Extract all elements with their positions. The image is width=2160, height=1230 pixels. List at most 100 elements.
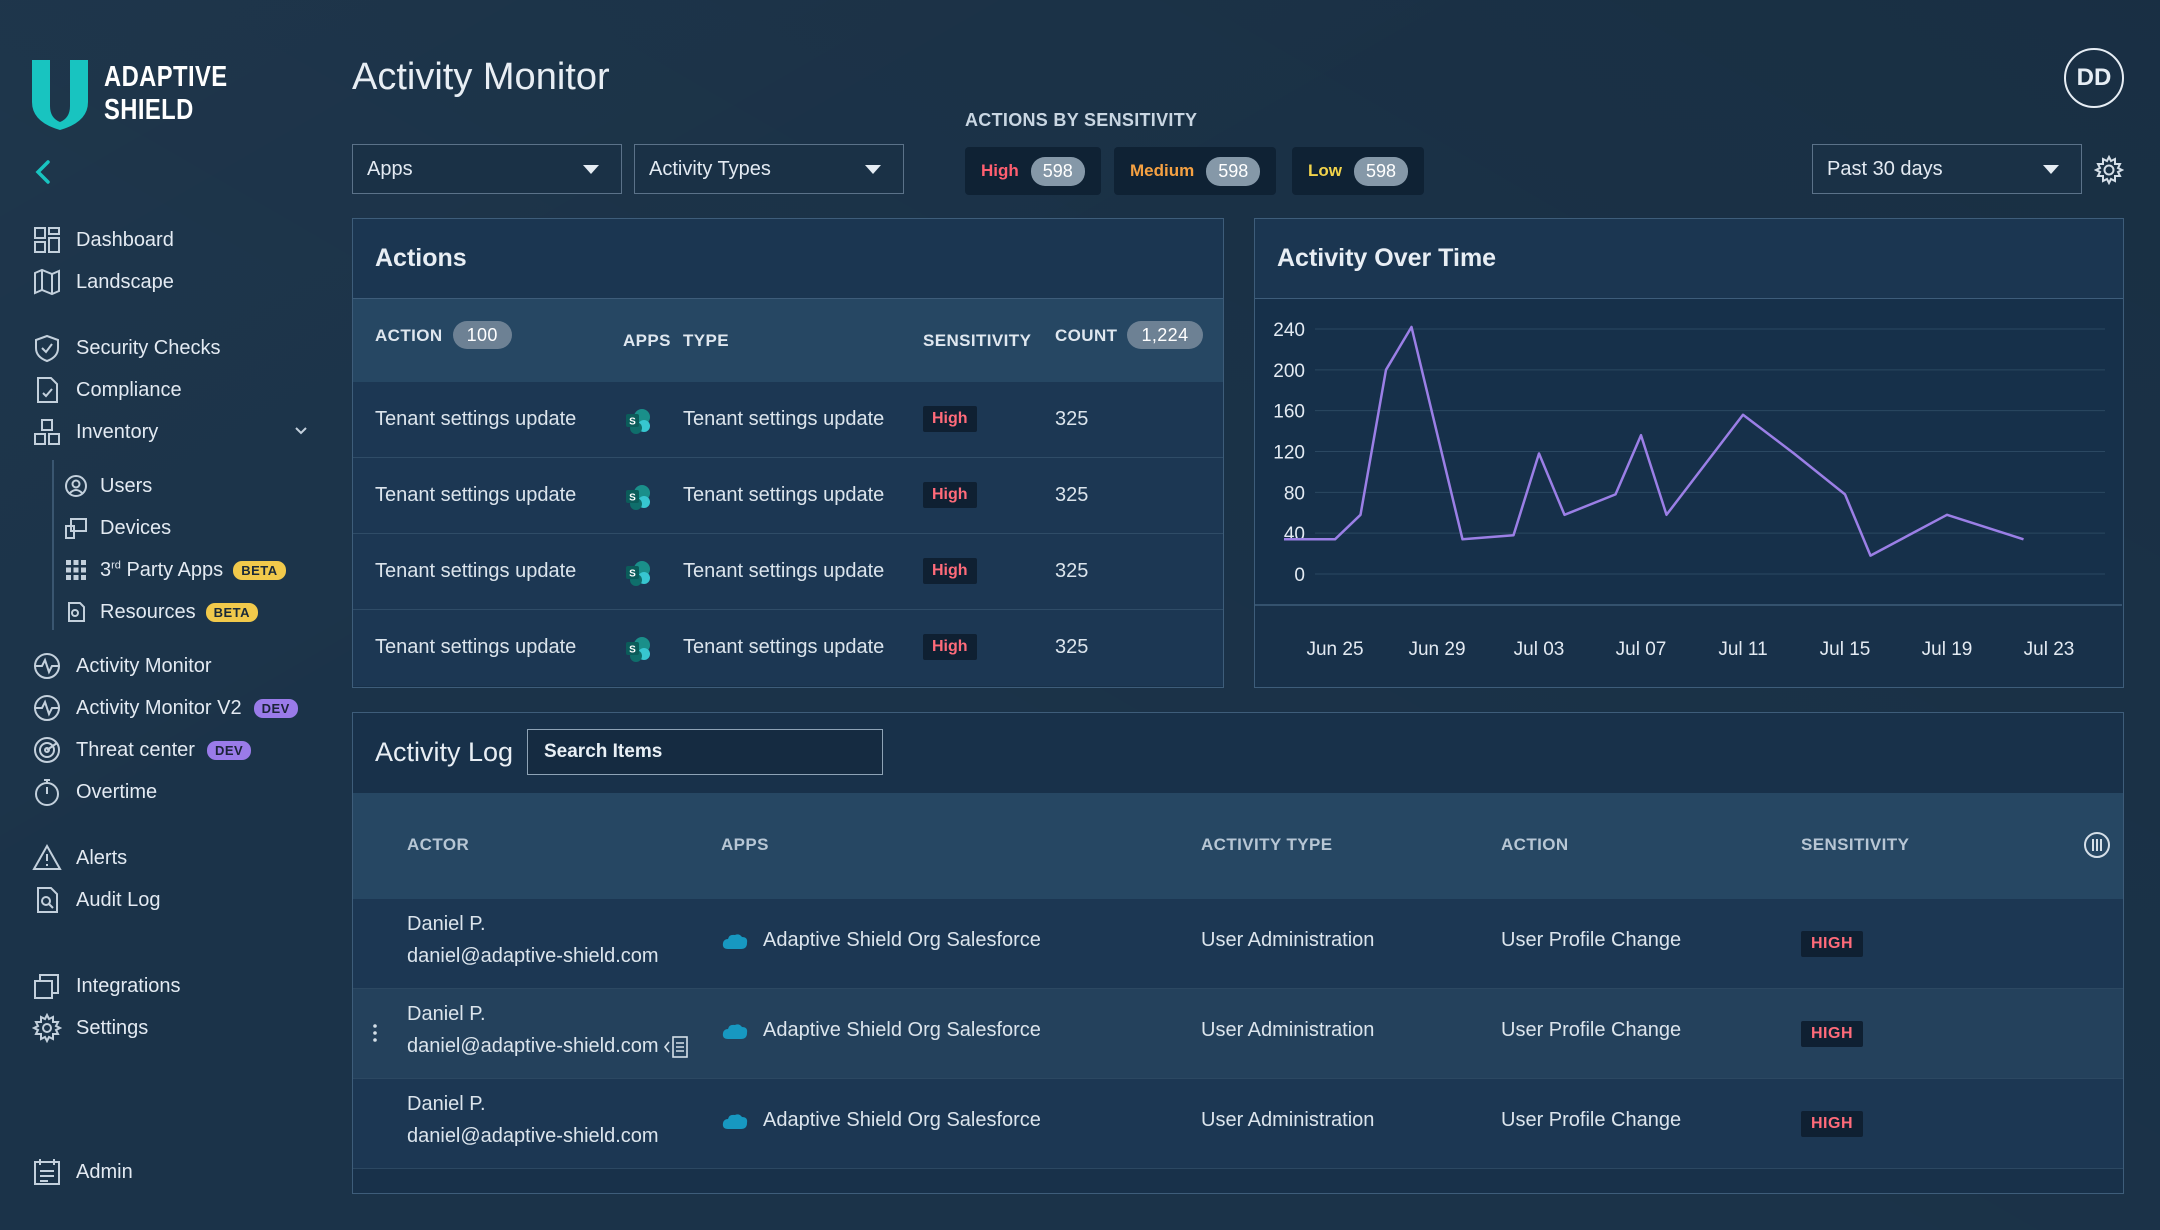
sidebar-item-inventory[interactable]: Inventory [32,412,158,452]
sidebar-item-label: Activity Monitor V2 [76,696,242,719]
sharepoint-icon: S [626,637,650,662]
table-row[interactable]: Daniel P. daniel@adaptive-shield.com Ada… [353,899,2123,989]
sidebar-item-label: Overtime [76,780,158,803]
table-row[interactable]: Tenant settings update S Tenant settings… [353,610,1223,686]
chevron-left-icon [35,160,50,184]
column-header-actor[interactable]: ACTOR [407,835,470,854]
activity-type-cell: User Administration [1201,929,1375,951]
x-tick-label: Jul 07 [1616,639,1667,660]
svg-text:S: S [629,645,636,656]
table-row[interactable]: Daniel P. daniel@adaptive-shield.com Ada… [353,989,2123,1079]
search-input[interactable] [527,729,883,775]
x-tick-label: Jun 29 [1408,639,1465,660]
table-row[interactable]: Tenant settings update S Tenant settings… [353,534,1223,610]
shield-check-icon [32,333,62,363]
x-tick-label: Jul 23 [2024,639,2075,660]
period-select[interactable]: Past 30 days [1812,144,2082,194]
sidebar-item-threat-center[interactable]: Threat center DEV [32,730,252,770]
sidebar-item-resources[interactable]: Resources BETA [64,592,259,632]
sidebar-item-landscape[interactable]: Landscape [32,262,174,302]
sidebar-item-admin[interactable]: Admin [32,1152,133,1192]
column-header-activity-type[interactable]: ACTIVITY TYPE [1201,835,1333,854]
apps-select-value: Apps [367,157,413,180]
devices-icon [64,516,88,540]
sensitivity-summary-title: ACTIONS BY SENSITIVITY [965,110,1198,130]
actor-name: Daniel P. [407,1003,486,1025]
apps-select[interactable]: Apps [352,144,622,194]
count-cell: 325 [1055,560,1089,582]
page-title: Activity Monitor [352,56,610,98]
x-tick-label: Jun 25 [1306,639,1363,660]
sidebar-item-overtime[interactable]: Overtime [32,772,157,812]
table-row[interactable]: Daniel P. daniel@adaptive-shield.com Ada… [353,1079,2123,1169]
user-avatar[interactable]: DD [2064,48,2124,108]
column-header-apps[interactable]: APPS [623,331,671,350]
sidebar-item-settings[interactable]: Settings [32,1008,148,1048]
sidebar-item-label: Landscape [76,270,174,293]
chevron-down-icon[interactable] [292,422,310,440]
inventory-icon [32,417,62,447]
dev-badge: DEV [253,698,298,718]
column-header-action[interactable]: ACTION 100 [375,321,512,349]
sensitivity-badge: High [923,482,977,508]
y-tick-label: 0 [1294,565,1305,586]
table-row[interactable]: Tenant settings update S Tenant settings… [353,382,1223,458]
sidebar-item-third-party-apps[interactable]: 3rd Party Apps BETA [64,550,286,590]
action-cell: User Profile Change [1501,929,1682,951]
count-cell: 325 [1055,408,1089,430]
sidebar-item-security-checks[interactable]: Security Checks [32,328,221,368]
app-name: Adaptive Shield Org Salesforce [763,1019,1041,1041]
column-header-sensitivity[interactable]: SENSITIVITY [1801,835,1910,854]
sidebar-item-alerts[interactable]: Alerts [32,838,127,878]
sensitivity-badge: HIGH [1801,1021,1863,1047]
row-menu-icon[interactable] [373,1023,377,1043]
app-name: Adaptive Shield Org Salesforce [763,929,1041,951]
activity-types-select[interactable]: Activity Types [634,144,904,194]
count-cell: 325 [1055,636,1089,658]
sidebar-item-activity-monitor[interactable]: Activity Monitor [32,646,212,686]
beta-badge: BETA [205,602,259,622]
activity-types-select-value: Activity Types [649,157,771,180]
sensitivity-medium-pill[interactable]: Medium 598 [1114,147,1277,195]
y-tick-label: 40 [1284,524,1305,545]
column-header-action[interactable]: ACTION [1501,835,1569,854]
table-row[interactable]: Tenant settings update S Tenant settings… [353,458,1223,534]
collapse-sidebar-button[interactable] [32,158,58,188]
copy-details-icon[interactable] [663,1035,691,1059]
sidebar-item-label: Resources [100,600,196,623]
sidebar-item-dashboard[interactable]: Dashboard [32,220,174,260]
column-header-apps[interactable]: APPS [721,835,769,854]
actions-panel-title: Actions [353,219,1223,299]
sidebar-item-label: Audit Log [76,888,161,911]
action-cell: Tenant settings update [375,636,577,658]
actor-email: daniel@adaptive-shield.com [407,945,659,967]
activity-log-panel: Activity Log ACTOR APPS ACTIVITY TYPE AC… [352,712,2124,1194]
salesforce-icon [722,1114,748,1129]
column-header-type[interactable]: TYPE [683,331,730,350]
sensitivity-badge: HIGH [1801,931,1863,957]
sidebar-item-audit-log[interactable]: Audit Log [32,880,161,920]
brand-logo[interactable]: ADAPTIVE SHIELD [28,56,255,132]
sensitivity-count: 598 [1354,156,1409,186]
warning-icon [32,843,62,873]
sidebar-item-label: Dashboard [76,228,174,251]
sensitivity-high-pill[interactable]: High 598 [965,147,1101,195]
type-cell: Tenant settings update [683,408,885,430]
column-header-sensitivity[interactable]: SENSITIVITY [923,331,1032,350]
sensitivity-count: 598 [1030,156,1085,186]
sensitivity-low-pill[interactable]: Low 598 [1292,147,1425,195]
sidebar-item-compliance[interactable]: Compliance [32,370,182,410]
settings-gear-icon[interactable] [2094,155,2124,185]
sidebar-item-devices[interactable]: Devices [64,508,171,548]
sidebar-item-integrations[interactable]: Integrations [32,966,181,1006]
column-header-count[interactable]: COUNT 1,224 [1055,321,1203,349]
sidebar-item-users[interactable]: Users [64,466,152,506]
sidebar-item-activity-monitor-v2[interactable]: Activity Monitor V2 DEV [32,688,298,728]
dev-badge: DEV [206,740,252,760]
period-select-value: Past 30 days [1827,157,1943,180]
sharepoint-icon: S [626,561,650,586]
map-icon [32,267,62,297]
y-tick-label: 200 [1273,361,1305,382]
brand-line-1: ADAPTIVE [104,61,228,93]
columns-settings-icon[interactable] [2083,831,2111,859]
